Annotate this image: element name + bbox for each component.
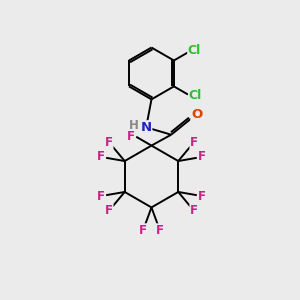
Text: F: F xyxy=(105,204,113,217)
Text: F: F xyxy=(127,130,135,143)
Text: F: F xyxy=(139,224,147,237)
Text: F: F xyxy=(190,136,198,149)
Text: F: F xyxy=(190,204,198,217)
Text: N: N xyxy=(141,121,152,134)
Text: F: F xyxy=(97,150,105,163)
Text: O: O xyxy=(191,109,202,122)
Text: Cl: Cl xyxy=(189,89,202,103)
Text: H: H xyxy=(129,119,139,132)
Text: F: F xyxy=(198,190,206,203)
Text: F: F xyxy=(156,224,164,237)
Text: F: F xyxy=(105,136,113,149)
Text: Cl: Cl xyxy=(188,44,201,57)
Text: F: F xyxy=(97,190,105,203)
Text: F: F xyxy=(198,150,206,163)
